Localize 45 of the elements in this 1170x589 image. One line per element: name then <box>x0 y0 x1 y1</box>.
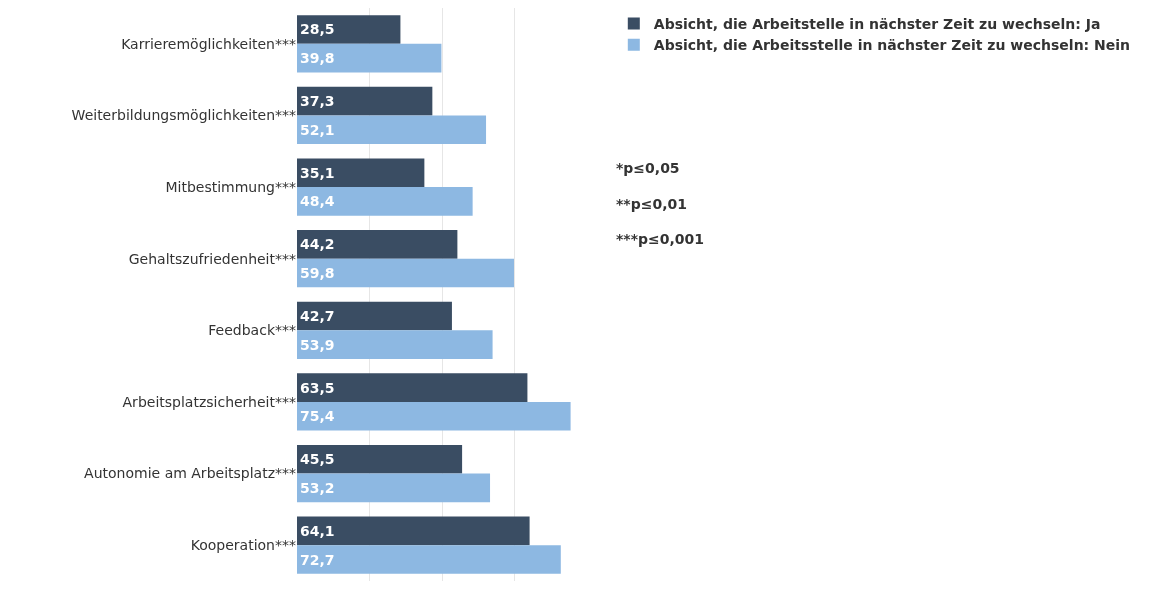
bar <box>297 43 442 73</box>
data-label: 39,8 <box>300 50 335 67</box>
bar <box>297 373 528 402</box>
data-label: 28,5 <box>300 21 335 38</box>
data-label: 42,7 <box>300 307 335 324</box>
text: ***p≤0,001 <box>616 231 704 247</box>
bar <box>297 230 458 259</box>
text: **p≤0,01 <box>616 196 687 212</box>
data-label: 44,2 <box>300 236 335 253</box>
data-label: 59,8 <box>300 265 335 282</box>
y-tick-label: Feedback*** <box>208 322 296 339</box>
bar <box>297 15 401 44</box>
bar <box>297 258 514 288</box>
data-label: 35,1 <box>300 164 335 181</box>
bar <box>297 330 493 359</box>
y-tick-label: Gehaltszufriedenheit*** <box>128 250 296 267</box>
bar <box>297 301 452 331</box>
legend-label: Absicht, die Arbeitsstelle in nächster Zeit zu wechseln: Nein <box>653 37 1131 54</box>
data-label: 75,4 <box>300 408 335 425</box>
bar <box>297 516 530 546</box>
y-tick-label: Arbeitsplatzsicherheit*** <box>122 393 296 410</box>
bar <box>297 473 491 503</box>
data-label: 45,5 <box>300 451 335 468</box>
y-tick-label: Mitbestimmung*** <box>165 178 296 195</box>
text: *p≤0,05 <box>616 160 680 176</box>
data-label: 53,2 <box>300 479 335 496</box>
y-tick-label: Autonomie am Arbeitsplatz*** <box>84 465 296 482</box>
bar <box>297 115 487 145</box>
y-tick-label: Weiterbildungsmöglichkeiten*** <box>71 107 296 124</box>
data-label: 48,4 <box>300 193 335 210</box>
legend-label: Absicht, die Arbeitstelle in nächster Zeit zu wechseln: Ja <box>653 16 1101 33</box>
data-label: 72,7 <box>300 551 335 568</box>
bar <box>297 401 571 431</box>
y-tick-label: Kooperation*** <box>190 537 296 554</box>
bar <box>297 86 433 116</box>
data-label: 64,1 <box>300 522 335 539</box>
bar <box>297 545 561 574</box>
data-label: 52,1 <box>300 121 335 138</box>
bar <box>297 444 463 474</box>
data-label: 63,5 <box>300 379 335 396</box>
data-label: 37,3 <box>300 93 335 110</box>
data-label: 53,9 <box>300 336 335 353</box>
y-tick-label: Karrieremöglichkeiten*** <box>121 35 296 52</box>
bar <box>297 187 473 216</box>
bar <box>297 158 425 188</box>
